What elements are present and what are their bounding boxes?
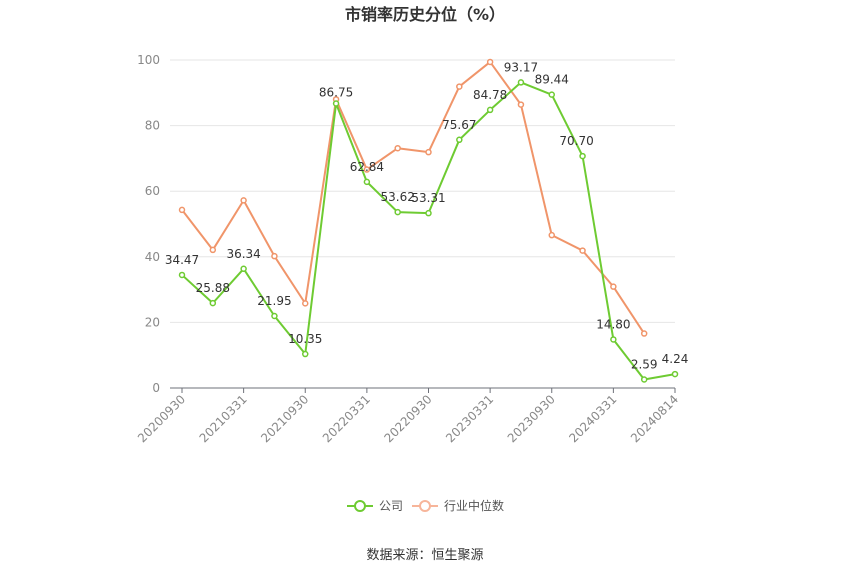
x-tick-label: 20240331 — [566, 392, 619, 445]
y-axis: 0 20 40 60 80 100 — [137, 53, 160, 395]
source-note: 数据来源：恒生聚源 — [366, 548, 483, 563]
data-label-company: 4.24 — [662, 352, 689, 366]
data-point-company — [640, 376, 648, 383]
series-line-industry — [181, 60, 646, 335]
data-point-company — [671, 370, 679, 378]
data-point-company — [548, 91, 555, 98]
data-point-company — [178, 271, 186, 279]
data-point-industry — [640, 330, 648, 337]
data-point-industry — [240, 197, 247, 204]
data-point-company — [456, 136, 463, 144]
legend-label-company: 公司 — [379, 499, 403, 513]
y-tick-label: 20 — [145, 315, 160, 329]
data-point-industry — [610, 283, 617, 290]
legend[interactable]: 公司 行业中位数 — [347, 498, 504, 513]
data-point-company — [271, 312, 278, 320]
grid — [170, 59, 675, 323]
data-point-industry — [178, 206, 186, 214]
x-tick-label: 20200930 — [135, 392, 188, 445]
y-tick-label: 0 — [152, 381, 160, 395]
data-point-industry — [302, 300, 309, 307]
data-label-company: 36.34 — [226, 247, 260, 261]
data-label-company: 62.84 — [350, 160, 384, 174]
data-label-company: 34.47 — [165, 253, 199, 267]
data-label-company: 53.31 — [411, 191, 445, 205]
data-point-industry — [579, 247, 586, 254]
legend-item-industry[interactable]: 行业中位数 — [412, 498, 504, 513]
data-point-company — [517, 79, 525, 86]
series-line-company — [181, 81, 676, 381]
data-point-company — [363, 178, 371, 186]
legend-marker-industry — [419, 500, 431, 512]
data-point-company — [394, 208, 401, 216]
y-tick-label: 80 — [145, 119, 160, 133]
chart-title: 市销率历史分位（%） — [345, 5, 505, 24]
data-point-industry — [363, 166, 371, 173]
data-label-company: 14.80 — [596, 317, 630, 331]
data-label-company: 21.95 — [257, 294, 291, 308]
data-point-company — [579, 152, 586, 160]
data-point-industry — [425, 148, 432, 156]
data-label-company: 25.88 — [196, 281, 230, 295]
x-tick-label: 20230331 — [443, 392, 496, 445]
data-point-company — [209, 299, 217, 307]
data-point-industry — [394, 144, 401, 152]
data-label-company: 86.75 — [319, 85, 353, 99]
y-tick-label: 60 — [145, 184, 160, 198]
data-point-company — [302, 350, 309, 358]
x-tick-label: 20220930 — [382, 392, 435, 445]
data-label-company: 89.44 — [535, 73, 569, 87]
data-point-industry — [456, 83, 463, 90]
data-point-company — [240, 265, 247, 273]
data-point-company — [486, 106, 494, 114]
data-label-company: 70.70 — [559, 134, 593, 148]
x-tick-label: 20220331 — [320, 392, 373, 445]
legend-label-industry: 行业中位数 — [444, 498, 504, 513]
data-point-company — [610, 336, 617, 343]
data-point-industry — [271, 252, 278, 260]
data-point-industry — [486, 58, 494, 66]
data-point-industry — [517, 101, 525, 108]
data-label-company: 75.67 — [442, 118, 476, 132]
data-point-industry — [209, 246, 217, 254]
data-labels: 34.47 25.88 36.34 21.95 10.35 86.75 62.84 53.62… — [165, 60, 689, 371]
x-axis: 20200930 20210331 20210930 20220331 20220930… — [135, 387, 681, 445]
series-layer — [178, 58, 679, 383]
data-label-company: 2.59 — [631, 358, 658, 372]
data-label-company: 10.35 — [288, 332, 322, 346]
data-label-company: 93.17 — [504, 60, 538, 74]
x-tick-label: 20210331 — [197, 392, 250, 445]
y-tick-label: 100 — [137, 53, 160, 67]
x-tick-label: 20230930 — [505, 392, 558, 445]
legend-item-company[interactable]: 公司 — [347, 499, 403, 513]
data-point-company — [425, 209, 432, 217]
x-tick-label: 20210930 — [258, 392, 311, 445]
y-tick-label: 40 — [145, 250, 160, 264]
data-label-company: 84.78 — [473, 88, 507, 102]
x-tick-label: 20240814 — [628, 392, 681, 445]
data-point-company — [332, 100, 340, 107]
legend-marker-company — [354, 500, 366, 512]
data-point-industry — [548, 231, 555, 239]
data-label-company: 53.62 — [381, 190, 415, 204]
